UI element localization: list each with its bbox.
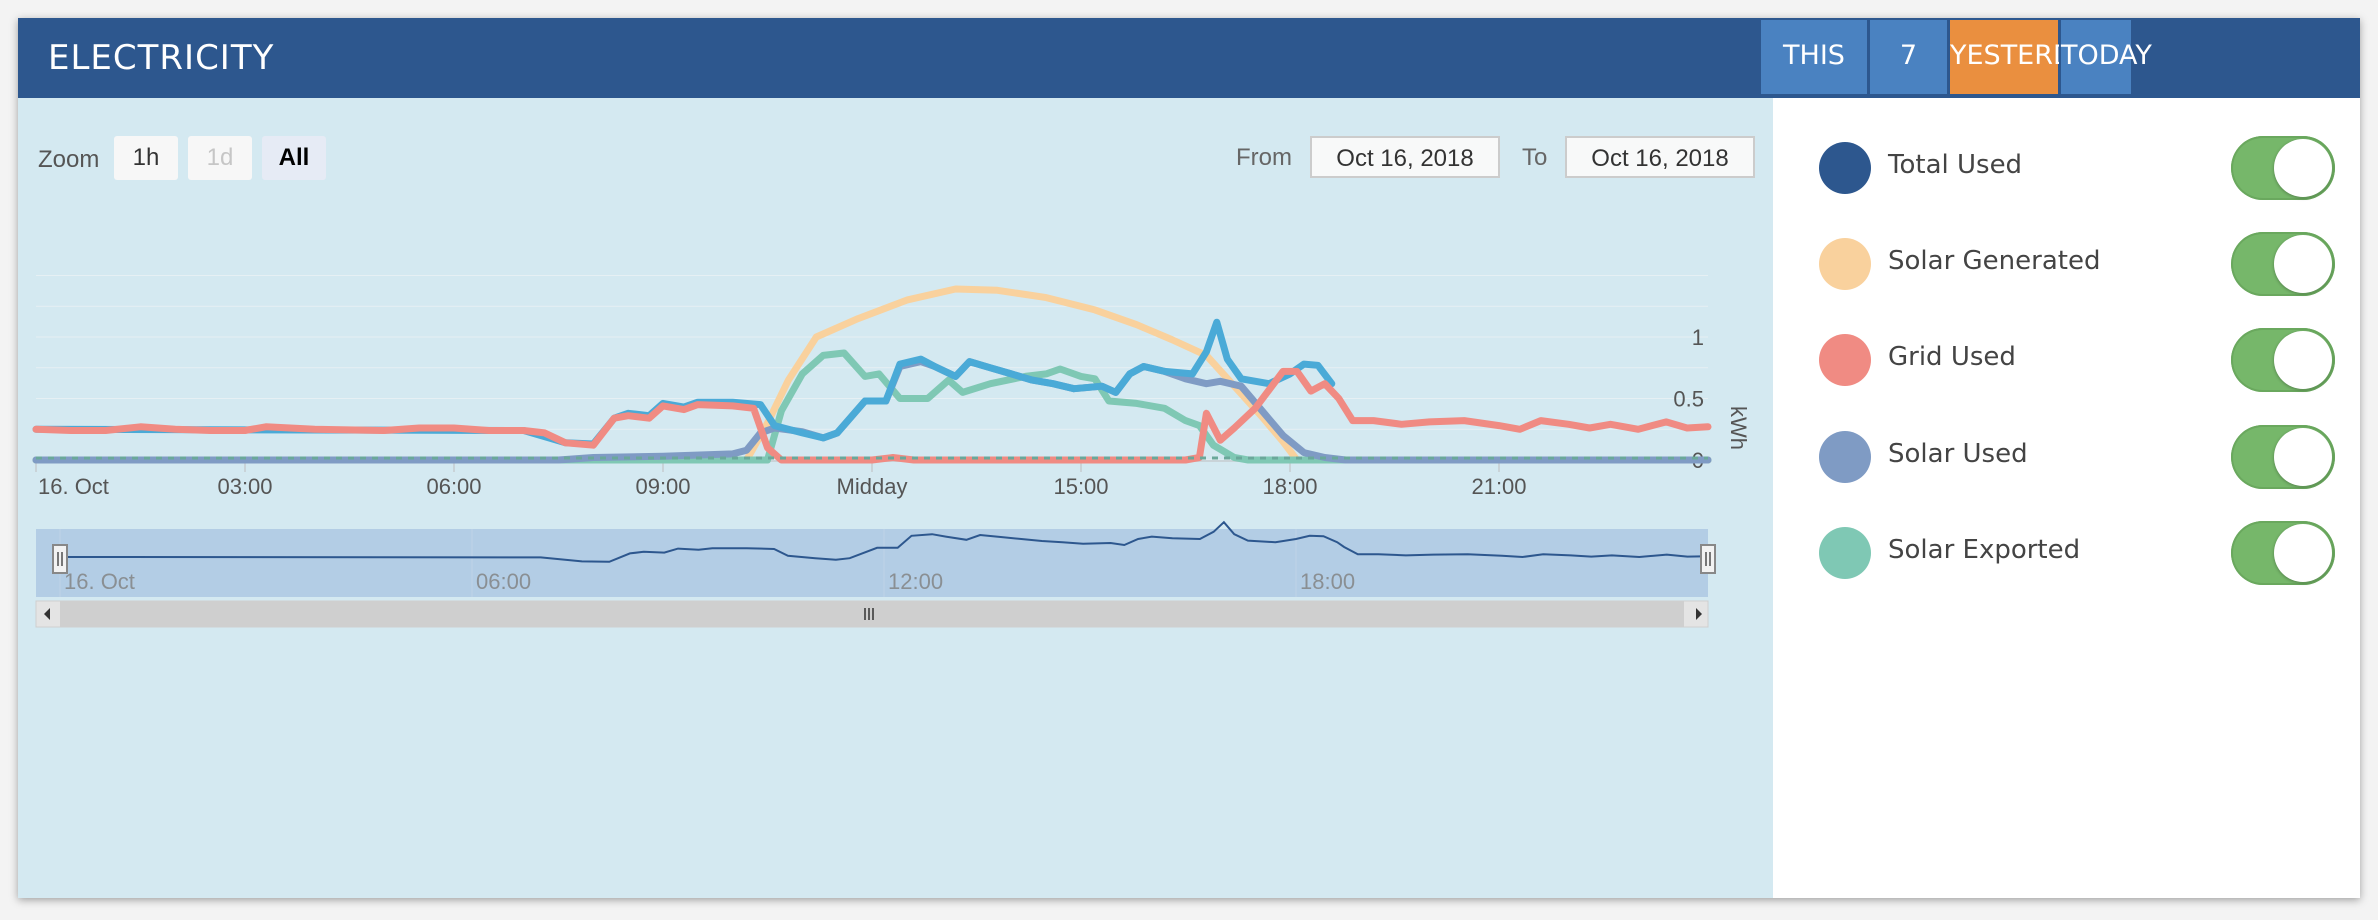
legend-label-grid-used: Grid Used bbox=[1888, 342, 2016, 372]
chart-area: 16. Oct 03:00 06:00 09:00 Midday 15:00 18:00 21… bbox=[18, 98, 1773, 898]
series-line-solar-exported bbox=[32, 349, 1712, 464]
legend-panel: Total Used Solar Generated Grid Used Sol… bbox=[1773, 98, 2360, 898]
navigator-series-line bbox=[59, 520, 1709, 563]
x-tick-label: Midday bbox=[837, 474, 908, 499]
y-axis-label: kWh bbox=[1726, 406, 1751, 450]
series-line-total-used bbox=[32, 318, 1336, 448]
legend-dot-solar-used bbox=[1819, 431, 1871, 483]
to-date-input[interactable]: Oct 16, 2018 bbox=[1565, 136, 1755, 178]
toggle-solar-exported[interactable] bbox=[2231, 521, 2335, 585]
zoom-1d-button[interactable]: 1d bbox=[188, 136, 252, 180]
x-tick-label: 15:00 bbox=[1053, 474, 1108, 499]
chart[interactable]: 16. Oct 03:00 06:00 09:00 Midday 15:00 18:00 21… bbox=[18, 98, 1773, 898]
y-tick-label: 0.5 bbox=[1673, 387, 1704, 412]
panel-title: ELECTRICITY bbox=[48, 38, 275, 78]
legend-item-grid-used: Grid Used bbox=[1773, 328, 2360, 414]
legend-item-solar-used: Solar Used bbox=[1773, 425, 2360, 511]
toggle-grid-used[interactable] bbox=[2231, 328, 2335, 392]
scroll-left-arrow-icon bbox=[44, 608, 50, 620]
panel-header: ELECTRICITY THIS WEEK 7 DAYS YESTERDAY T… bbox=[18, 18, 2360, 143]
tab-yesterday[interactable]: YESTERDAY bbox=[1948, 20, 2106, 94]
from-date-input[interactable]: Oct 16, 2018 bbox=[1310, 136, 1500, 178]
zoom-1h-button[interactable]: 1h bbox=[114, 136, 178, 180]
navigator-tick-label: 18:00 bbox=[1300, 569, 1355, 594]
toggle-knob bbox=[2274, 524, 2332, 582]
legend-label-solar-used: Solar Used bbox=[1888, 439, 2028, 469]
toggle-solar-used[interactable] bbox=[2231, 425, 2335, 489]
scrollbar-thumb bbox=[60, 601, 1684, 627]
x-tick-label: 06:00 bbox=[426, 474, 481, 499]
y-tick-label: 1 bbox=[1692, 325, 1704, 350]
series-line-grid-used bbox=[32, 367, 1712, 464]
toggle-solar-generated[interactable] bbox=[2231, 232, 2335, 296]
x-tick-label: 16. Oct bbox=[38, 474, 109, 499]
legend-item-total-used: Total Used bbox=[1773, 136, 2360, 222]
legend-label-solar-exported: Solar Exported bbox=[1888, 535, 2081, 565]
tab-this-week[interactable]: THIS WEEK bbox=[1759, 20, 1868, 143]
legend-item-solar-exported: Solar Exported bbox=[1773, 521, 2360, 607]
toggle-knob bbox=[2274, 139, 2332, 197]
x-tick-label: 18:00 bbox=[1262, 474, 1317, 499]
legend-dot-solar-generated bbox=[1819, 238, 1871, 290]
x-tick-label: 03:00 bbox=[217, 474, 272, 499]
legend-label-solar-generated: Solar Generated bbox=[1888, 246, 2101, 276]
navigator-tick-label: 12:00 bbox=[888, 569, 943, 594]
navigator-tick-label: 16. Oct bbox=[64, 569, 135, 594]
tab-7-days[interactable]: 7 DAYS bbox=[1868, 20, 1948, 143]
toggle-knob bbox=[2274, 235, 2332, 293]
legend-label-total-used: Total Used bbox=[1888, 150, 2023, 180]
tab-today[interactable]: TODAY bbox=[2059, 20, 2152, 94]
x-tick-label: 09:00 bbox=[635, 474, 690, 499]
electricity-panel: ELECTRICITY THIS WEEK 7 DAYS YESTERDAY T… bbox=[18, 18, 2360, 898]
series-line-solar-generated bbox=[32, 285, 1712, 464]
legend-dot-total-used bbox=[1819, 142, 1871, 194]
zoom-all-button[interactable]: All bbox=[262, 136, 326, 180]
from-label: From bbox=[1236, 144, 1292, 171]
navigator-background bbox=[36, 529, 1708, 597]
legend-item-solar-generated: Solar Generated bbox=[1773, 232, 2360, 318]
toggle-total-used[interactable] bbox=[2231, 136, 2335, 200]
navigator-right-handle bbox=[1700, 544, 1716, 574]
legend-dot-solar-exported bbox=[1819, 527, 1871, 579]
legend-dot-grid-used bbox=[1819, 334, 1871, 386]
scroll-right-arrow-icon bbox=[1696, 608, 1702, 620]
to-label: To bbox=[1522, 144, 1548, 171]
range-tabs: THIS WEEK 7 DAYS YESTERDAY TODAY bbox=[1759, 20, 2152, 143]
toggle-knob bbox=[2274, 331, 2332, 389]
navigator-left-handle bbox=[52, 544, 68, 574]
zoom-label: Zoom bbox=[38, 146, 100, 173]
toggle-knob bbox=[2274, 428, 2332, 486]
navigator-tick-label: 06:00 bbox=[476, 569, 531, 594]
x-tick-label: 21:00 bbox=[1471, 474, 1526, 499]
